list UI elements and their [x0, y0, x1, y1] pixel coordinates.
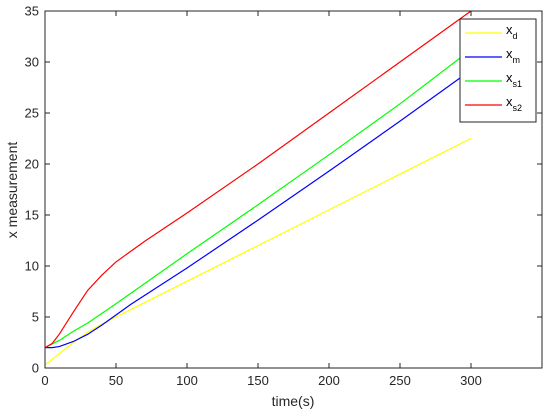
- x-tick-label: 50: [109, 373, 123, 388]
- y-tick-label: 25: [25, 106, 39, 121]
- y-tick-label: 35: [25, 4, 39, 19]
- legend-label: xs2: [506, 94, 522, 113]
- legend-label: xs1: [506, 70, 522, 89]
- y-tick-label: 15: [25, 208, 39, 223]
- y-tick-label: 5: [32, 310, 39, 325]
- x-axis-title: time(s): [272, 393, 315, 409]
- series-line-x-d: [44, 137, 472, 366]
- legend-box: [459, 18, 537, 123]
- y-tick-label: 10: [25, 259, 39, 274]
- x-tick-label: 200: [318, 373, 340, 388]
- legend-label: xd: [506, 22, 518, 41]
- x-tick-label: 0: [41, 373, 48, 388]
- plot-area: [45, 11, 542, 368]
- series-line-x-m: [45, 69, 472, 349]
- x-tick-label: 250: [389, 373, 411, 388]
- y-tick-label: 0: [32, 361, 39, 376]
- axes-layer: [44, 10, 543, 369]
- series-line-x-s1: [44, 49, 472, 349]
- x-tick-label: 100: [176, 373, 198, 388]
- y-tick-label: 20: [25, 157, 39, 172]
- x-tick-label: 150: [247, 373, 269, 388]
- axes-box: [44, 10, 543, 369]
- series-line-x-s2: [44, 10, 472, 349]
- y-axis-title: x measurement: [4, 142, 20, 239]
- y-tick-label: 30: [25, 55, 39, 70]
- series-layer: [44, 10, 472, 366]
- legend: xd xm xs1 xs2: [459, 18, 537, 123]
- x-tick-label: 300: [460, 373, 482, 388]
- ticks-layer: 0 50 100 150 200 250 300 0 5 10 15 20 25 30 35: [25, 4, 542, 388]
- legend-label: xm: [506, 46, 520, 65]
